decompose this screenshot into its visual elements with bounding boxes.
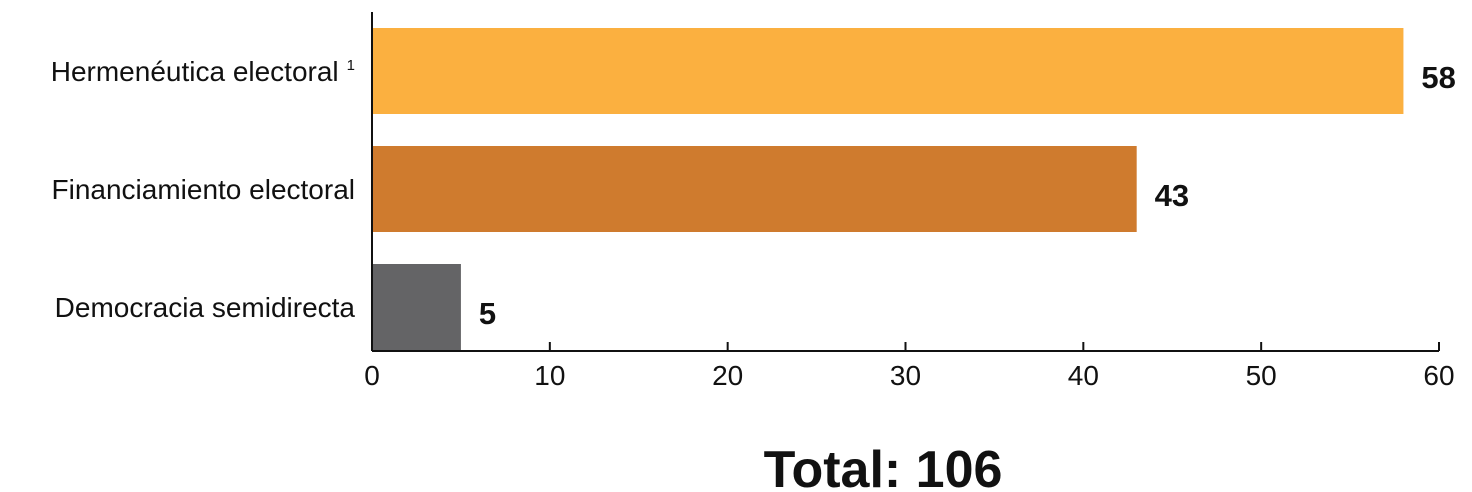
value-label: 5: [479, 296, 496, 331]
x-ticks-group: 0 10 20 30 40 50 60: [364, 342, 1455, 391]
bar: [372, 28, 1404, 114]
total-label: Total: 106: [764, 441, 1003, 492]
value-labels-group: 58 43 5: [479, 60, 1456, 331]
x-tick-label: 50: [1246, 360, 1277, 391]
bar: [372, 264, 461, 350]
x-tick-label: 0: [364, 360, 380, 391]
value-label: 58: [1421, 60, 1455, 95]
bars-group: [372, 28, 1404, 350]
x-tick-label: 20: [712, 360, 743, 391]
x-tick-label: 30: [890, 360, 921, 391]
category-label: Democracia semidirecta: [55, 292, 356, 323]
x-tick-label: 60: [1423, 360, 1454, 391]
value-label: 43: [1155, 178, 1189, 213]
category-label: Hermenéutica electoral 1: [51, 56, 355, 87]
x-tick-label: 10: [534, 360, 565, 391]
category-labels-group: Hermenéutica electoral 1 Financiamiento el…: [51, 56, 356, 323]
bar: [372, 146, 1137, 232]
category-label: Financiamiento electoral: [52, 174, 356, 205]
x-tick-label: 40: [1068, 360, 1099, 391]
